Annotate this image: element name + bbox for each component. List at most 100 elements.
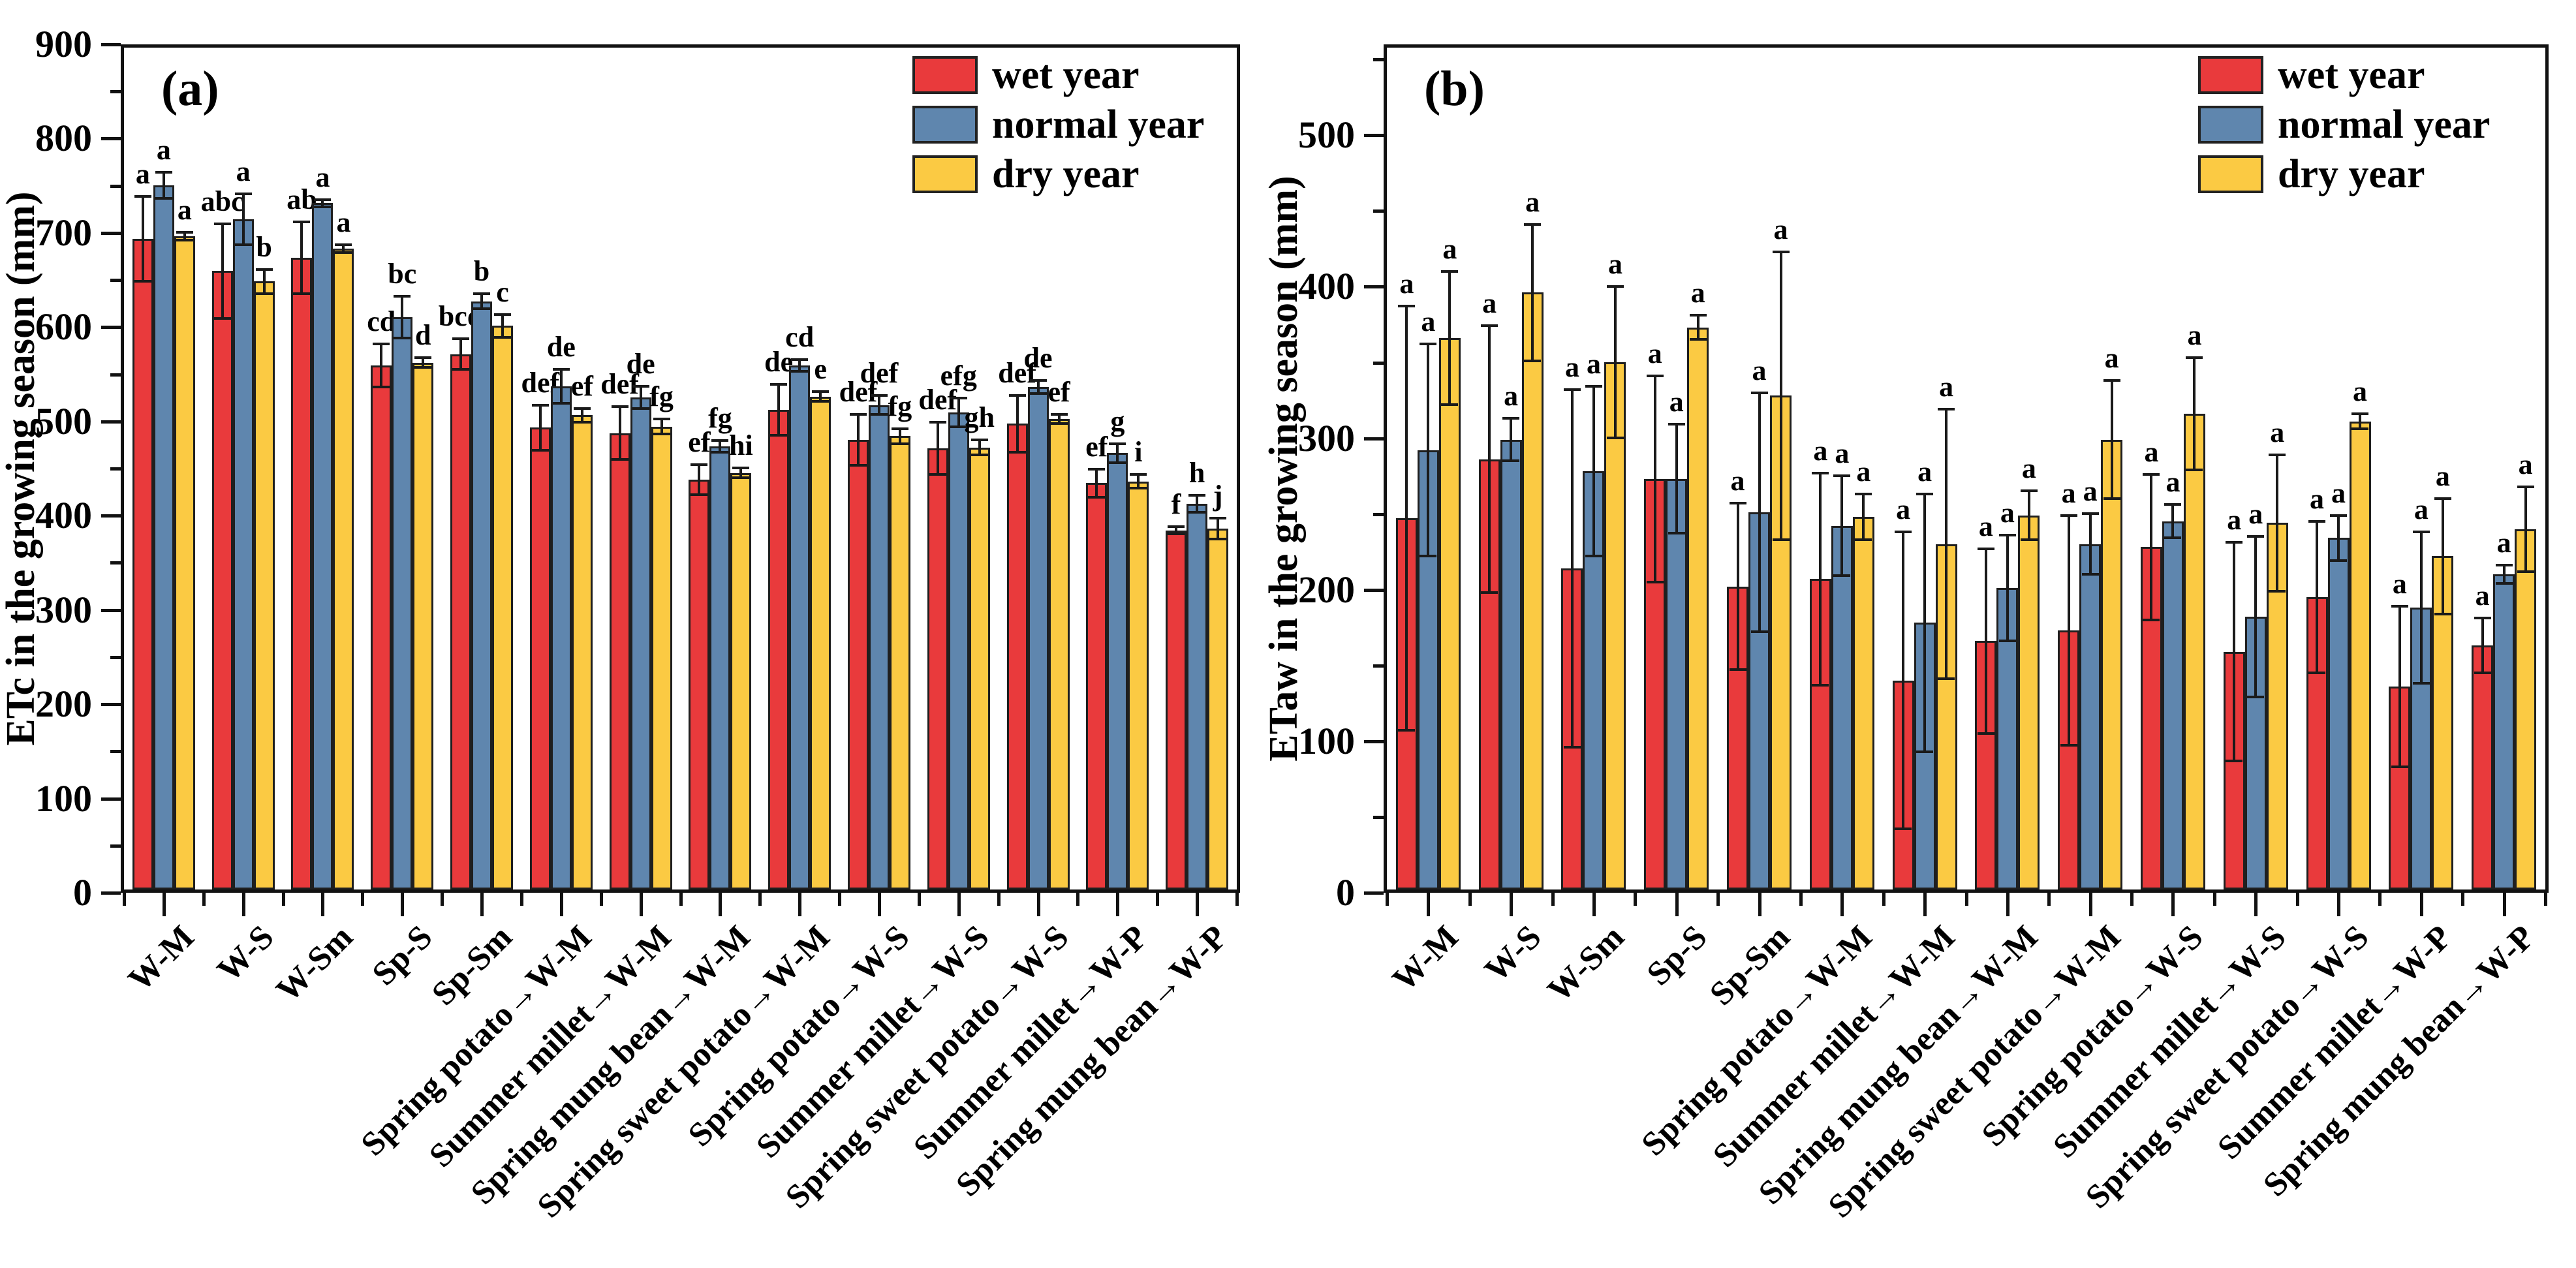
legend-item: normal year — [912, 102, 1252, 147]
error-bar-cap-top — [1481, 324, 1498, 328]
error-bar-cap-top — [531, 403, 549, 407]
error-bar — [2193, 358, 2196, 470]
significance-letter: a — [1564, 350, 1579, 383]
legend-label: normal year — [992, 102, 1205, 147]
bar-normal-year — [2327, 538, 2350, 889]
x-center-tick — [1196, 893, 1200, 916]
significance-letter: def — [600, 368, 639, 401]
significance-letter: a — [2353, 375, 2368, 408]
significance-letter: cd — [367, 305, 396, 337]
error-bar — [2110, 380, 2113, 499]
x-boundary-tick — [917, 893, 921, 906]
x-boundary-tick — [281, 893, 285, 906]
error-bar-cap-top — [2103, 379, 2120, 382]
error-bar — [2276, 454, 2279, 591]
significance-letter: a — [2061, 476, 2076, 509]
error-bar — [580, 409, 583, 422]
y-minor-tick — [1373, 512, 1384, 516]
error-bar — [2316, 521, 2319, 673]
bar-dry-year — [2183, 414, 2205, 889]
error-bar-cap-top — [373, 342, 390, 345]
bar-dry-year — [1852, 516, 1874, 889]
x-center-tick — [2254, 893, 2258, 916]
error-bar-cap-top — [1646, 375, 1664, 378]
error-bar — [1217, 518, 1220, 539]
error-bar — [719, 441, 722, 452]
error-bar-cap-top — [2269, 453, 2286, 456]
error-bar — [1945, 409, 1948, 679]
significance-letter: g — [1110, 405, 1125, 437]
error-bar-cap-top — [155, 170, 172, 174]
error-bar — [380, 343, 383, 388]
error-bar-cap-bottom — [1008, 450, 1026, 454]
error-bar — [162, 172, 165, 199]
bar-normal-year — [2079, 544, 2102, 889]
significance-letter: a — [1504, 380, 1519, 412]
error-bar — [2441, 499, 2444, 614]
bar-wet-year — [1006, 424, 1028, 889]
bar-dry-year — [412, 362, 434, 889]
error-bar — [559, 369, 563, 403]
x-boundary-tick — [1964, 893, 1968, 906]
y-major-tick — [101, 420, 121, 424]
error-bar — [300, 222, 303, 294]
bar-dry-year — [2349, 421, 2371, 889]
legend-item: dry year — [912, 152, 1252, 196]
error-bar-cap-bottom — [812, 399, 830, 403]
significance-letter: e — [814, 353, 827, 386]
error-bar-cap-bottom — [1188, 511, 1206, 514]
bar-dry-year — [1048, 419, 1070, 889]
error-bar-cap-bottom — [653, 433, 670, 436]
error-bar — [660, 419, 663, 435]
x-boundary-tick — [520, 893, 523, 906]
x-center-tick — [957, 893, 961, 916]
significance-letter: a — [2104, 342, 2119, 374]
error-bar-cap-top — [2517, 485, 2534, 488]
legend-label: dry year — [992, 152, 1140, 196]
error-bar-cap-bottom — [394, 337, 411, 339]
bar-normal-year — [948, 412, 969, 889]
error-bar — [1531, 224, 1534, 361]
error-bar — [2006, 534, 2009, 642]
significance-letter: f — [1171, 487, 1181, 520]
error-bar-cap-top — [770, 382, 788, 386]
legend-item: wet year — [2198, 53, 2537, 97]
x-boundary-tick — [2378, 893, 2382, 906]
error-bar-cap-bottom — [1606, 437, 1624, 440]
x-center-tick — [639, 893, 643, 916]
y-minor-tick — [110, 373, 121, 377]
error-bar-cap-bottom — [1855, 538, 1872, 541]
y-tick-label: 0 — [73, 871, 92, 914]
error-bar-cap-top — [2247, 535, 2265, 538]
error-bar-cap-top — [2020, 489, 2038, 493]
error-bar-cap-bottom — [134, 280, 151, 283]
error-bar — [1862, 494, 1865, 540]
y-major-tick — [101, 43, 121, 46]
error-bar-cap-bottom — [1916, 750, 1934, 753]
x-center-tick — [1840, 893, 1844, 916]
significance-letter: a — [2475, 580, 2490, 612]
error-bar — [1448, 271, 1451, 405]
error-bar-cap-bottom — [1563, 745, 1581, 749]
error-bar-cap-top — [2412, 531, 2430, 534]
error-bar-cap-bottom — [213, 317, 231, 320]
x-boundary-tick — [838, 893, 842, 906]
x-boundary-tick — [1716, 893, 1720, 906]
error-bar — [1137, 474, 1140, 488]
error-bar — [1592, 386, 1595, 557]
error-bar — [401, 296, 404, 338]
legend-item: normal year — [2198, 102, 2537, 147]
significance-letter: de — [626, 347, 655, 380]
error-bar-cap-top — [1441, 270, 1459, 273]
error-bar-cap-top — [791, 358, 809, 362]
error-bar-cap-top — [2391, 604, 2408, 608]
error-bar-cap-top — [335, 243, 352, 246]
error-bar-cap-bottom — [1977, 732, 1994, 735]
error-bar-cap-bottom — [1833, 574, 1851, 578]
significance-letter: a — [2270, 416, 2285, 448]
bar-wet-year — [847, 440, 869, 889]
error-bar-cap-top — [1585, 385, 1602, 388]
y-tick-label: 500 — [1298, 114, 1355, 157]
bar-dry-year — [1604, 362, 1626, 889]
y-major-tick — [101, 137, 121, 141]
